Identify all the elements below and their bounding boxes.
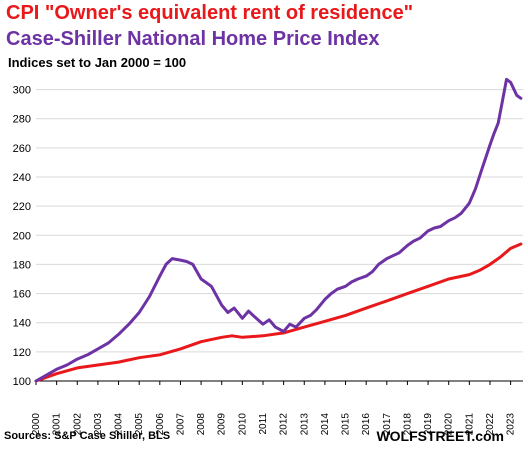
x-tick-label: 2014 — [320, 413, 331, 436]
x-tick-label: 2020 — [444, 413, 455, 436]
y-tick-label: 100 — [13, 376, 31, 388]
x-tick-label: 2018 — [402, 413, 413, 436]
x-tick-label: 2016 — [361, 413, 372, 436]
y-tick-label: 160 — [13, 289, 31, 301]
chart-title-oer: CPI "Owner's equivalent rent of residenc… — [6, 2, 414, 24]
x-tick-label: 2013 — [299, 413, 310, 436]
source-note: Sources: S&P Case Shiller, BLS — [4, 430, 171, 442]
x-tick-label: 2002 — [72, 413, 83, 436]
x-tick-label: 2009 — [217, 413, 228, 436]
y-tick-label: 300 — [13, 85, 31, 97]
x-tick-label: 2000 — [31, 413, 42, 436]
brand-watermark: WOLFSTREET.com — [376, 428, 504, 444]
y-tick-label: 280 — [13, 114, 31, 126]
x-tick-label: 2021 — [464, 413, 475, 436]
x-tick-label: 2004 — [114, 413, 125, 436]
x-axis-ticks: 2000 2001 2002 2003 2004 2005 2006 2007 2008 2009… — [31, 381, 517, 435]
x-tick-label: 2023 — [506, 413, 517, 436]
x-tick-label: 2008 — [196, 413, 207, 436]
y-axis-ticks: 100 120 140 160 180 200 220 240 260 280 300 — [13, 85, 31, 388]
y-tick-label: 200 — [13, 230, 31, 242]
x-tick-label: 2003 — [93, 413, 104, 436]
gridlines — [36, 89, 523, 353]
x-tick-label: 2007 — [175, 413, 186, 436]
y-tick-label: 220 — [13, 201, 31, 213]
x-tick-label: 2012 — [279, 413, 290, 436]
chart-subtitle: Indices set to Jan 2000 = 100 — [8, 55, 187, 70]
x-tick-label: 2022 — [485, 413, 496, 436]
y-tick-label: 120 — [13, 347, 31, 359]
x-tick-label: 2019 — [423, 413, 434, 436]
x-tick-label: 2011 — [258, 413, 269, 435]
series-line-oer — [34, 242, 523, 383]
series-line-case-shiller — [34, 77, 523, 383]
y-tick-label: 180 — [13, 259, 31, 271]
y-tick-label: 240 — [13, 172, 31, 184]
y-tick-label: 140 — [13, 318, 31, 330]
x-tick-label: 2005 — [134, 413, 145, 436]
x-tick-label: 2001 — [52, 413, 63, 436]
x-tick-label: 2015 — [341, 413, 352, 436]
series-group — [34, 77, 523, 383]
x-tick-label: 2006 — [155, 413, 166, 436]
x-tick-label: 2017 — [382, 413, 393, 436]
y-tick-label: 260 — [13, 143, 31, 155]
x-tick-label: 2010 — [237, 413, 248, 436]
chart-title-case-shiller: Case-Shiller National Home Price Index — [6, 28, 380, 50]
